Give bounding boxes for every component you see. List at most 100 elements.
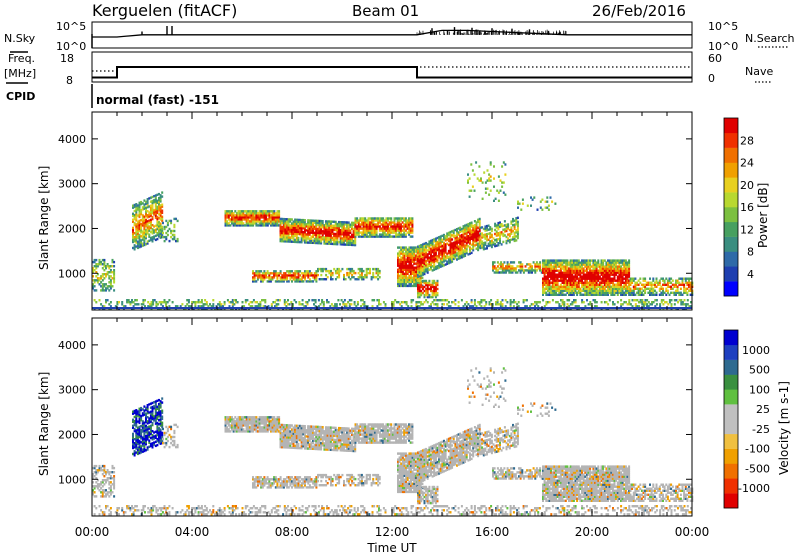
power-cell [357, 301, 359, 303]
power-cell [129, 303, 131, 305]
power-cell [502, 241, 504, 243]
power-cell [467, 173, 469, 175]
power-cell [242, 301, 244, 303]
power-cell [494, 261, 496, 263]
power-cell [95, 301, 97, 303]
power-cell [498, 200, 500, 202]
power-cell [95, 259, 97, 261]
power-cell [161, 216, 163, 218]
power-cell [379, 270, 381, 272]
power-cell [206, 301, 208, 303]
freq-unit: [MHz] [4, 67, 36, 80]
power-cell [113, 289, 115, 291]
power-cell [539, 301, 541, 303]
power-cell [169, 240, 171, 242]
power-cell [552, 299, 554, 301]
power-cell [144, 299, 146, 301]
power-cell [289, 303, 291, 305]
power-cell [100, 303, 102, 305]
power-cell [344, 299, 346, 301]
power-cell [194, 303, 196, 305]
power-cell [479, 218, 481, 220]
power-cell [110, 287, 112, 289]
power-cell [656, 292, 658, 294]
freq-tick-high: 18 [60, 52, 74, 65]
power-cell [188, 299, 190, 301]
power-cell [517, 233, 519, 235]
power-cell [485, 192, 487, 194]
power-cell [437, 280, 439, 282]
power-cell [112, 285, 114, 287]
power-cell [597, 259, 599, 261]
power-cell [116, 303, 118, 305]
power-cell [557, 282, 559, 284]
power-cell [138, 303, 140, 305]
power-cell [517, 207, 519, 209]
power-cell [466, 301, 468, 303]
power-cell [505, 271, 507, 273]
power-cell [161, 226, 163, 228]
power-cell [308, 299, 310, 301]
power-cell [337, 299, 339, 301]
power-cell [278, 210, 280, 212]
power-cell [398, 301, 400, 303]
power-cell [161, 195, 163, 197]
power-cell [366, 276, 368, 278]
nsky-series-line [92, 30, 692, 37]
power-cell [100, 289, 102, 291]
nsearch-tick-high: 10^5 [708, 20, 738, 33]
power-cell [491, 228, 493, 230]
power-cell [393, 303, 395, 305]
power-cell [297, 237, 299, 239]
power-cell [470, 163, 472, 165]
power-cell [136, 299, 138, 301]
power-cell [212, 299, 214, 301]
power-cell [233, 303, 235, 305]
power-cell [485, 301, 487, 303]
power-cell [488, 194, 490, 196]
power-cell [147, 301, 149, 303]
power-cell [304, 219, 306, 221]
power-cell [376, 227, 378, 229]
power-cell [493, 177, 495, 179]
power-cell [311, 272, 313, 274]
power-cell [427, 271, 429, 273]
power-cell [487, 169, 489, 171]
power-cell [471, 252, 473, 254]
power-cell [155, 301, 157, 303]
nave-label: Nave [745, 65, 773, 78]
power-cell [259, 303, 261, 305]
power-cell [237, 301, 239, 303]
power-cell [323, 301, 325, 303]
power-cell [336, 303, 338, 305]
power-cell [161, 210, 163, 212]
power-cell [167, 222, 169, 224]
power-cell [422, 303, 424, 305]
power-cell [332, 272, 334, 274]
power-cell [451, 238, 453, 240]
power-cell [177, 238, 179, 240]
power-cell [372, 272, 374, 274]
power-cell [110, 301, 112, 303]
power-cell [132, 227, 134, 229]
power-cell [472, 169, 474, 171]
power-cell [338, 276, 340, 278]
power-cell [279, 299, 281, 301]
power-cell [94, 299, 96, 301]
power-cell [320, 274, 322, 276]
power-cell [510, 303, 512, 305]
nave-tick-low: 0 [708, 72, 715, 85]
power-cell [483, 171, 485, 173]
power-cell [380, 303, 382, 305]
power-cell [475, 161, 477, 163]
power-cell [162, 232, 164, 234]
power-cell [170, 220, 172, 222]
power-cell [256, 301, 258, 303]
power-cell [148, 234, 150, 236]
power-cell [690, 278, 692, 280]
power-cell [469, 196, 471, 198]
power-cell [341, 268, 343, 270]
power-cell [512, 271, 514, 273]
station-title: Kerguelen (fitACF) [92, 1, 237, 20]
power-cell [493, 186, 495, 188]
